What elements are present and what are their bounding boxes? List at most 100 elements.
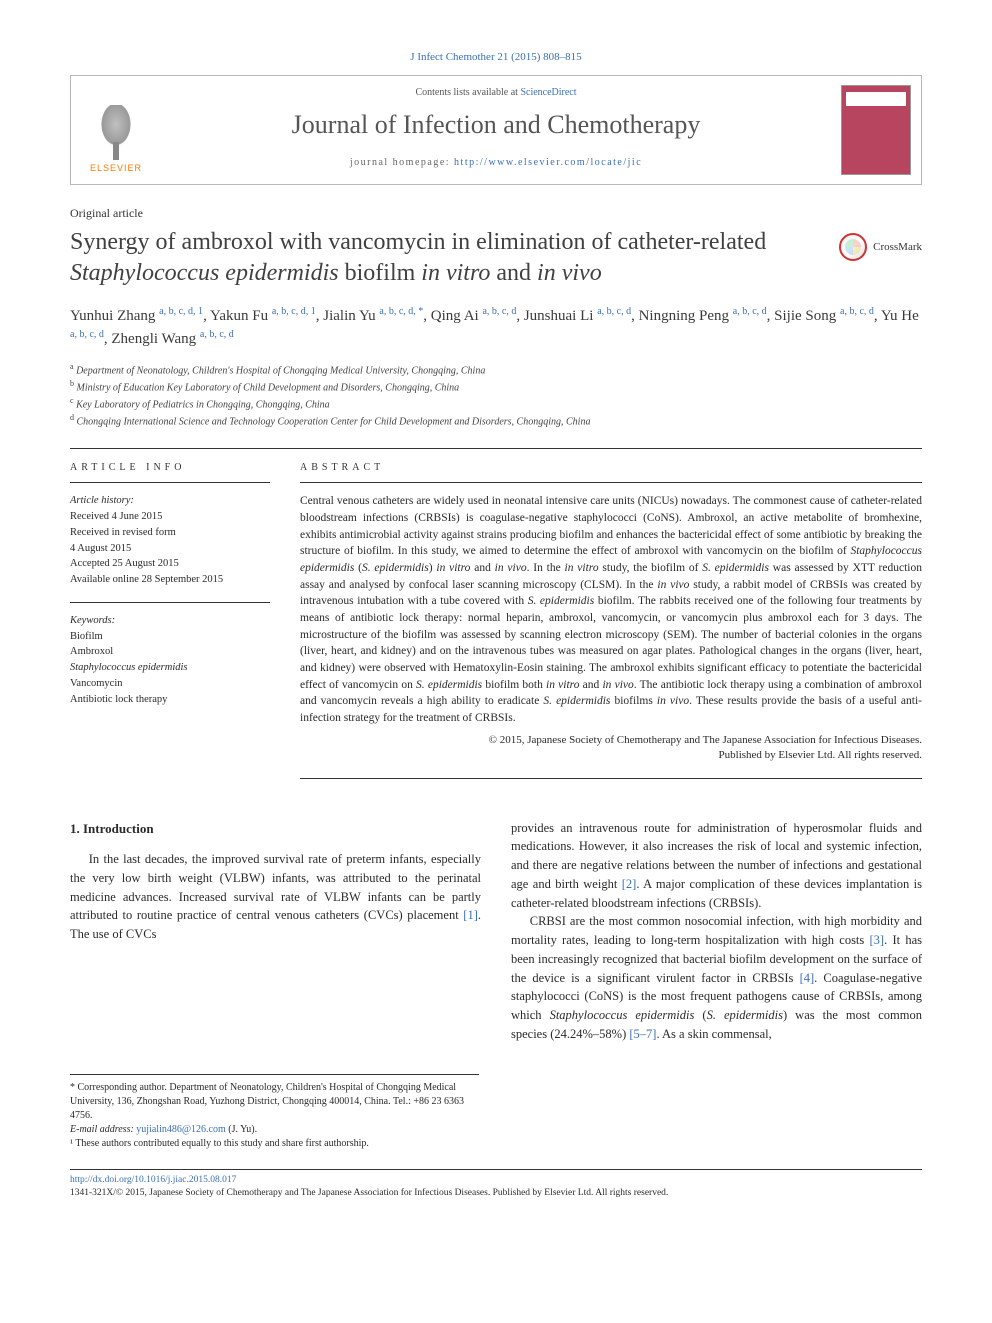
abstract-span: in vivo [602,679,633,691]
intro-paragraph-1-cont: provides an intravenous route for admini… [511,819,922,913]
article-info-column: ARTICLE INFO Article history: Received 4… [70,449,270,779]
abstract-span: and [470,562,494,574]
corresponding-email[interactable]: yujialin486@126.com [136,1124,225,1135]
citation-header: J Infect Chemother 21 (2015) 808–815 [70,50,922,65]
author: Jialin Yu a, b, c, d, * [323,308,423,324]
sciencedirect-link[interactable]: ScienceDirect [520,87,576,98]
copyright-line-1: © 2015, Japanese Society of Chemotherapy… [300,733,922,748]
keyword: Ambroxol [70,644,270,660]
journal-homepage-line: journal homepage: http://www.elsevier.co… [161,156,831,170]
abstract-span: S. epidermidis [702,562,769,574]
abstract-span: in vivo [495,562,527,574]
abstract-column: ABSTRACT Central venous catheters are wi… [300,449,922,779]
header-center: Contents lists available at ScienceDirec… [161,76,831,184]
abstract-span: in vivo [657,579,689,591]
title-part-3: biofilm [339,260,422,286]
abstract-span: ( [354,562,362,574]
abstract-copyright: © 2015, Japanese Society of Chemotherapy… [300,733,922,764]
doi-link[interactable]: http://dx.doi.org/10.1016/j.jiac.2015.08… [70,1174,922,1187]
homepage-url[interactable]: http://www.elsevier.com/locate/jic [454,157,642,168]
authors-list: Yunhui Zhang a, b, c, d, 1, Yakun Fu a, … [70,304,922,351]
history-line: Accepted 25 August 2015 [70,556,270,572]
abstract-span: biofilm. The rabbits received one of the… [300,595,922,690]
intro-paragraph-2: CRBSI are the most common nosocomial inf… [511,912,922,1043]
history-line: Received 4 June 2015 [70,509,270,525]
author: Ningning Peng a, b, c, d [639,308,767,324]
article-info-label: ARTICLE INFO [70,461,270,484]
abstract-span: biofilm both [482,679,546,691]
affiliation-sup: d [70,413,74,422]
body-column-right: provides an intravenous route for admini… [511,819,922,1044]
title-part-5: and [490,260,537,286]
author: Yakun Fu a, b, c, d, 1 [210,308,316,324]
keywords-block: Keywords: BiofilmAmbroxolStaphylococcus … [70,613,270,708]
elsevier-logo-text: ELSEVIER [90,162,142,174]
email-label: E-mail address: [70,1124,136,1135]
abstract-bottom-rule [300,778,922,779]
abstract-span: S. epidermidis [528,595,595,607]
title-part-4-ital: in vitro [421,260,490,286]
abstract-span: study, the biofilm of [599,562,703,574]
ref-link-3[interactable]: [3] [870,933,885,947]
affiliation: d Chongqing International Science and Te… [70,412,922,429]
page-footer: http://dx.doi.org/10.1016/j.jiac.2015.08… [70,1169,922,1201]
abstract-span: in vitro [565,562,599,574]
crossmark-icon [839,233,867,261]
keywords-header: Keywords: [70,613,270,629]
journal-name: Journal of Infection and Chemotherapy [161,107,831,142]
abstract-span: in vivo [657,695,689,707]
author-affil-sup: a, b, c, d [70,329,104,340]
author: Qing Ai a, b, c, d [431,308,517,324]
ref-link-1[interactable]: [1] [463,908,478,922]
abstract-label: ABSTRACT [300,461,922,484]
copyright-line-2: Published by Elsevier Ltd. All rights re… [300,748,922,763]
body-columns: 1. Introduction In the last decades, the… [70,819,922,1044]
homepage-prefix: journal homepage: [350,157,454,168]
equal-contribution-note: ¹ These authors contributed equally to t… [70,1137,479,1151]
contents-prefix: Contents lists available at [415,87,520,98]
author-affil-sup: a, b, c, d [597,306,631,317]
body-column-left: 1. Introduction In the last decades, the… [70,819,481,1044]
keyword: Biofilm [70,629,270,645]
abstract-span: biofilms [610,695,657,707]
col2-p2a: CRBSI are the most common nosocomial inf… [511,914,922,947]
author: Zhengli Wang a, b, c, d [111,331,233,347]
abstract-span: S. epidermidis [416,679,482,691]
section-1-heading: 1. Introduction [70,819,481,839]
author-affil-sup: a, b, c, d [840,306,874,317]
col2-p2d: ( [694,1008,706,1022]
abstract-span: Central venous catheters are widely used… [300,495,922,557]
history-line: Available online 28 September 2015 [70,572,270,588]
history-line: Received in revised form [70,525,270,541]
journal-cover-thumbnail[interactable] [841,85,911,175]
author-affil-sup: a, b, c, d [482,306,516,317]
ref-link-4[interactable]: [4] [800,971,815,985]
email-suffix: (J. Yu). [226,1124,257,1135]
abstract-span: S. epidermidis [362,562,429,574]
title-part-1: Synergy of ambroxol with vancomycin in e… [70,229,766,255]
elsevier-logo[interactable]: ELSEVIER [81,94,151,174]
author-affil-sup: a, b, c, d [733,306,767,317]
info-divider [70,602,270,603]
affiliation: a Department of Neonatology, Children's … [70,361,922,378]
keyword: Staphylococcus epidermidis [70,660,270,676]
elsevier-tree-icon [91,105,141,160]
ref-link-5-7[interactable]: [5–7] [629,1027,656,1041]
abstract-span: S. epidermidis [543,695,610,707]
affiliation-sup: a [70,362,74,371]
article-history-block: Article history: Received 4 June 2015Rec… [70,493,270,588]
author: Junshuai Li a, b, c, d [524,308,631,324]
history-header: Article history: [70,493,270,509]
affiliation: c Key Laboratory of Pediatrics in Chongq… [70,395,922,412]
author: Yunhui Zhang a, b, c, d, 1 [70,308,203,324]
article-type: Original article [70,205,922,221]
ref-link-2[interactable]: [2] [622,877,637,891]
corresponding-author-note: * Corresponding author. Department of Ne… [70,1081,479,1123]
keyword: Vancomycin [70,676,270,692]
affiliation-sup: b [70,379,74,388]
intro-paragraph-1: In the last decades, the improved surviv… [70,850,481,944]
crossmark-widget[interactable]: CrossMark [839,233,922,261]
author-affil-sup: a, b, c, d [200,329,234,340]
affiliations-list: a Department of Neonatology, Children's … [70,361,922,430]
author-affil-sup: a, b, c, d, 1 [272,306,316,317]
